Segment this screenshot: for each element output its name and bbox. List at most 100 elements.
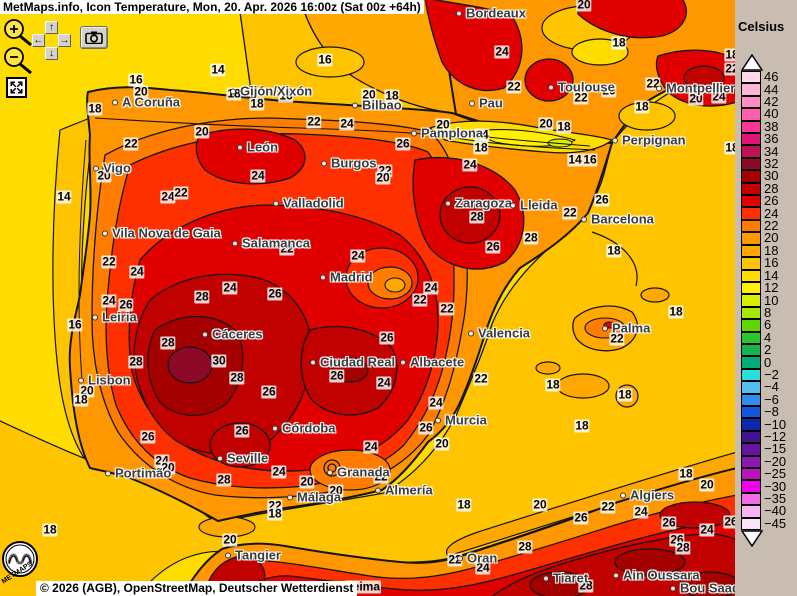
legend-value: 26 [764, 193, 779, 209]
city-marker-icon [352, 102, 358, 108]
legend-entry: −8 [741, 405, 786, 419]
legend-color-swatch [741, 405, 761, 419]
city-name: Bou Saada [680, 580, 735, 596]
temperature-value-label: 26 [140, 429, 156, 444]
fullscreen-button[interactable] [6, 77, 27, 98]
legend-value: −15 [764, 441, 787, 457]
city-label: A Coruña [112, 95, 180, 110]
temperature-value-label: 26 [261, 384, 277, 399]
legend-color-swatch [741, 108, 761, 121]
temperature-value-label: 14 [56, 189, 72, 204]
temperature-value-label: 26 [118, 297, 134, 312]
temperature-value-label: 26 [723, 515, 735, 529]
legend-color-swatch [741, 343, 761, 357]
temperature-value-label: 24 [250, 168, 266, 183]
legend-value: −12 [764, 428, 787, 444]
legend-entry: −35 [741, 492, 786, 506]
temperature-value-label: 20 [576, 0, 592, 12]
city-name: Tangier [235, 547, 281, 563]
zoom-in-button[interactable] [1, 17, 37, 47]
legend-color-swatch [741, 468, 761, 481]
copyright-attribution[interactable]: © 2026 (AGB), OpenStreetMap, Deutscher W… [36, 581, 358, 596]
city-marker-icon [613, 572, 619, 578]
temperature-value-label: 16 [278, 88, 294, 103]
city-name: Valladolid [283, 195, 344, 211]
legend-color-swatch [741, 145, 761, 158]
map-viewport[interactable]: MetMaps.info, Icon Temperature, Mon, 20.… [0, 0, 735, 596]
city-name: Montpellier [666, 80, 735, 96]
temperature-value-label: 20 [222, 532, 238, 547]
legend-value: −2 [764, 366, 779, 382]
legend-color-swatch [741, 455, 761, 468]
temperature-value-label: 20 [299, 474, 315, 489]
legend-color-swatch [741, 219, 761, 233]
pan-down-button[interactable]: ↓ [45, 47, 58, 60]
city-name: Leiria [102, 309, 137, 325]
temperature-value-label: 20 [532, 497, 548, 512]
temperature-value-label: 20 [328, 483, 344, 498]
temperature-value-label: 20 [361, 87, 377, 102]
temperature-value-label: 28 [469, 209, 485, 224]
legend-color-swatch [741, 430, 761, 444]
legend-value: 28 [764, 180, 779, 196]
city-label: Palma [602, 321, 650, 336]
legend-color-swatch [741, 83, 761, 96]
legend-color-swatch [741, 207, 761, 220]
city-label: Tangier [225, 548, 281, 563]
legend-value: 10 [764, 292, 779, 308]
city-marker-icon [272, 425, 278, 431]
legend-entry: −6 [741, 393, 786, 406]
temperature-value-label: 22 [609, 331, 625, 346]
city-marker-icon [310, 359, 316, 365]
city-label: Zaragoza [445, 196, 512, 211]
legend-color-swatch [741, 182, 761, 196]
legend-value: 44 [764, 81, 779, 97]
legend-entry: −10 [741, 418, 786, 431]
legend-color-swatch [741, 443, 761, 456]
legend-value: 24 [764, 205, 779, 221]
legend-value: 32 [764, 156, 779, 172]
legend-entry: 4 [741, 331, 786, 344]
city-marker-icon [670, 585, 676, 591]
city-marker-icon [217, 455, 223, 461]
temperature-value-label: 18 [545, 377, 561, 392]
legend-entry: 18 [741, 244, 786, 258]
legend-entry: 2 [741, 343, 786, 357]
legend-value: −4 [764, 379, 779, 395]
city-name: Pau [479, 95, 503, 111]
city-marker-icon [548, 84, 554, 90]
city-label: Málaga [287, 490, 341, 505]
temperature-value-label: 26 [594, 192, 610, 207]
legend-entry: 22 [741, 218, 786, 234]
legend-color-swatch [741, 356, 761, 369]
legend-entry: 32 [741, 156, 786, 172]
city-marker-icon [620, 492, 626, 498]
pan-left-button[interactable]: ← [32, 34, 45, 47]
temperature-value-label: 28 [517, 539, 533, 554]
temperature-value-label: 20 [96, 168, 112, 183]
pan-up-button[interactable]: ↑ [45, 21, 58, 34]
camera-icon [85, 31, 103, 44]
temperature-value-label: 22 [600, 499, 616, 514]
temperature-value-label: 24 [428, 395, 444, 410]
legend-value: −40 [764, 503, 787, 519]
city-name: Madrid [330, 269, 373, 285]
temperature-value-label: 24 [633, 504, 649, 519]
temperature-value-label: 22 [173, 185, 189, 200]
temperature-value-label: 28 [128, 354, 144, 369]
temperature-value-label: 28 [578, 578, 594, 593]
city-label: Toulouse [548, 80, 615, 95]
temperature-value-label: 24 [711, 89, 727, 104]
camera-button[interactable] [80, 26, 108, 49]
city-label: Oran [457, 551, 497, 566]
temperature-value-label: 24 [129, 264, 145, 279]
legend-color-swatch [741, 133, 761, 146]
city-marker-icon [411, 130, 417, 136]
city-marker-icon [375, 487, 381, 493]
legend-value: 38 [764, 118, 779, 134]
pan-right-button[interactable]: → [58, 34, 71, 47]
expand-arrows-icon [10, 81, 23, 94]
zoom-out-button[interactable] [1, 45, 37, 75]
legend-value: 22 [764, 218, 779, 234]
city-name: Albacete [410, 354, 465, 370]
